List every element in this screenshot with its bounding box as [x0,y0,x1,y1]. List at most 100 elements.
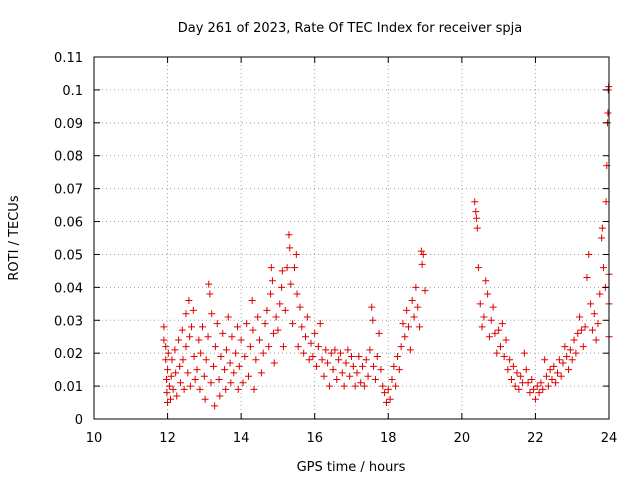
data-point [191,376,199,384]
data-point [360,382,368,390]
data-point [338,369,346,377]
data-point [544,382,552,390]
data-point [164,349,172,357]
data-point [552,379,560,387]
data-point [353,369,361,377]
data-point [190,352,198,360]
data-point [227,379,235,387]
data-point [344,346,352,354]
data-point [175,336,183,344]
data-point [366,346,374,354]
data-point [176,379,184,387]
x-tick-label: 12 [159,431,176,446]
y-tick-label: 0 [75,413,83,428]
data-point [482,277,490,285]
data-point [274,326,282,334]
data-point [193,366,201,374]
data-point [561,343,569,351]
data-point [222,385,230,393]
data-point [287,280,295,288]
data-point [195,336,203,344]
data-point [162,376,170,384]
data-point [303,313,311,321]
data-point [530,385,538,393]
data-point [566,346,574,354]
data-point [513,369,521,377]
data-point [473,224,481,232]
data-point [526,389,534,397]
data-point [351,382,359,390]
data-point [364,372,372,380]
data-point [167,395,175,403]
data-point [205,280,213,288]
data-point [471,198,479,206]
data-point [541,356,549,364]
data-point [322,346,330,354]
y-tick-label: 0.01 [54,380,83,395]
data-point [234,385,242,393]
data-point [185,297,193,305]
x-tick-label: 24 [601,431,618,446]
x-tick-label: 18 [380,431,397,446]
data-point [359,362,367,370]
data-point [268,277,276,285]
data-point [472,208,480,216]
data-point [290,264,298,272]
data-point [395,366,403,374]
data-point [570,336,578,344]
data-point [324,359,332,367]
data-point [286,244,294,252]
data-point [179,356,187,364]
data-point [316,320,324,328]
data-point [164,366,172,374]
data-point [417,247,425,255]
data-point [583,273,591,281]
data-point [405,323,413,331]
y-tick-label: 0.03 [54,314,83,329]
data-point [478,323,486,331]
data-point [335,356,343,364]
data-point [241,352,249,360]
data-point [167,372,175,380]
data-point [292,250,300,258]
y-axis-label: ROTI / TECUs [7,195,22,280]
data-point [487,316,495,324]
data-point [528,376,536,384]
data-point [500,352,508,360]
data-point [496,343,504,351]
data-point [182,343,190,351]
y-tick-label: 0.08 [54,150,83,165]
data-point [302,333,310,341]
data-point [259,349,267,357]
data-point [362,356,370,364]
x-tick-label: 14 [233,431,250,446]
data-point [246,343,254,351]
data-point [160,323,168,331]
data-point [542,372,550,380]
data-point [226,359,234,367]
data-point [340,382,348,390]
data-point [408,297,416,305]
y-tick-label: 0.04 [54,281,83,296]
data-point [355,352,363,360]
data-point [504,366,512,374]
data-point [401,333,409,341]
data-point [399,320,407,328]
data-point [300,349,308,357]
data-point [325,382,333,390]
x-tick-label: 20 [454,431,471,446]
data-point [165,382,173,390]
data-point [524,379,532,387]
data-point [495,326,503,334]
data-points [160,83,613,410]
data-point [210,362,218,370]
data-point [327,349,335,357]
data-point [320,372,328,380]
y-tick-label: 0.1 [62,84,83,99]
data-point [506,356,514,364]
chart-title: Day 261 of 2023, Rate Of TEC Index for r… [178,21,523,36]
data-point [235,362,243,370]
data-point [204,333,212,341]
data-point [228,333,236,341]
data-point [164,399,172,407]
